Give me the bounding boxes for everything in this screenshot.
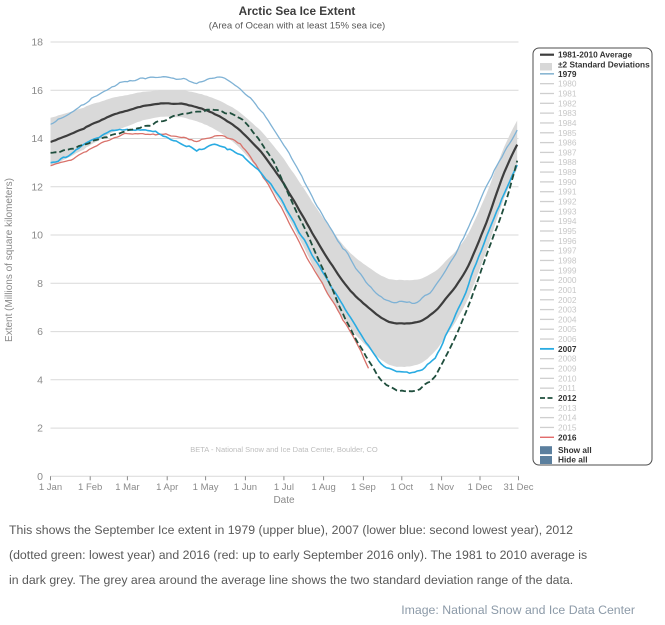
svg-text:1 Dec: 1 Dec	[468, 482, 493, 493]
svg-text:1 Jan: 1 Jan	[39, 482, 62, 493]
svg-text:1 Jul: 1 Jul	[274, 482, 294, 493]
svg-text:1984: 1984	[558, 118, 577, 128]
svg-text:18: 18	[31, 37, 43, 49]
svg-text:1 Nov: 1 Nov	[429, 482, 454, 493]
svg-text:1995: 1995	[558, 226, 577, 236]
svg-text:1983: 1983	[558, 108, 577, 118]
svg-text:1985: 1985	[558, 128, 577, 138]
svg-text:16: 16	[31, 85, 43, 97]
svg-text:31 Dec: 31 Dec	[503, 482, 533, 493]
svg-text:1997: 1997	[558, 246, 577, 256]
svg-text:2014: 2014	[558, 413, 577, 423]
svg-text:1994: 1994	[558, 216, 577, 226]
svg-text:2003: 2003	[558, 305, 577, 315]
svg-text:2000: 2000	[558, 275, 577, 285]
svg-text:1 May: 1 May	[193, 482, 219, 493]
svg-text:1 Feb: 1 Feb	[78, 482, 102, 493]
svg-text:2002: 2002	[558, 295, 577, 305]
svg-text:2010: 2010	[558, 373, 577, 383]
svg-text:BETA - National Snow and Ice D: BETA - National Snow and Ice Data Center…	[190, 445, 378, 454]
svg-text:1979: 1979	[558, 69, 577, 79]
svg-text:2015: 2015	[558, 422, 577, 432]
svg-text:1990: 1990	[558, 177, 577, 187]
svg-text:(Area of Ocean with at least 1: (Area of Ocean with at least 15% sea ice…	[209, 21, 386, 32]
svg-text:2008: 2008	[558, 354, 577, 364]
svg-text:2011: 2011	[558, 383, 576, 393]
svg-text:Extent (Millions of square kil: Extent (Millions of square kilometers)	[4, 178, 15, 342]
svg-text:1998: 1998	[558, 255, 577, 265]
svg-text:1992: 1992	[558, 197, 577, 207]
svg-text:1993: 1993	[558, 206, 577, 216]
svg-text:14: 14	[31, 133, 43, 145]
svg-text:0: 0	[37, 471, 43, 483]
svg-text:10: 10	[31, 230, 43, 242]
svg-text:2013: 2013	[558, 403, 577, 413]
svg-text:1 Mar: 1 Mar	[115, 482, 139, 493]
svg-text:Arctic Sea Ice Extent: Arctic Sea Ice Extent	[239, 4, 356, 18]
svg-text:8: 8	[37, 278, 43, 290]
svg-text:1999: 1999	[558, 265, 577, 275]
svg-text:1991: 1991	[558, 187, 577, 197]
svg-text:Date: Date	[273, 495, 295, 506]
svg-text:1988: 1988	[558, 157, 577, 167]
svg-text:This shows the September Ice e: This shows the September Ice extent in 1…	[9, 523, 573, 537]
svg-text:1981: 1981	[558, 88, 577, 98]
svg-text:Show all: Show all	[558, 445, 592, 455]
svg-text:1980: 1980	[558, 79, 577, 89]
svg-text:2007: 2007	[558, 344, 577, 354]
svg-text:2012: 2012	[558, 393, 577, 403]
svg-text:2005: 2005	[558, 324, 577, 334]
svg-text:1981-2010 Average: 1981-2010 Average	[558, 50, 632, 60]
svg-text:1 Sep: 1 Sep	[351, 482, 376, 493]
svg-text:2006: 2006	[558, 334, 577, 344]
svg-text:6: 6	[37, 326, 43, 338]
svg-text:1 Oct: 1 Oct	[390, 482, 413, 493]
svg-text:1996: 1996	[558, 236, 577, 246]
svg-text:4: 4	[37, 374, 43, 386]
svg-text:2009: 2009	[558, 364, 577, 374]
svg-text:2004: 2004	[558, 314, 577, 324]
svg-text:2001: 2001	[558, 285, 577, 295]
svg-text:2: 2	[37, 423, 43, 435]
svg-text:1986: 1986	[558, 138, 577, 148]
svg-text:Image: National Snow and Ice D: Image: National Snow and Ice Data Center	[401, 603, 635, 617]
svg-text:1 Apr: 1 Apr	[156, 482, 178, 493]
svg-text:(dotted green: lowest year) an: (dotted green: lowest year) and 2016 (re…	[9, 548, 587, 562]
svg-text:1982: 1982	[558, 98, 577, 108]
svg-text:in dark grey. The grey area ar: in dark grey. The grey area around the a…	[9, 573, 573, 587]
svg-text:12: 12	[31, 181, 43, 193]
svg-text:2016: 2016	[558, 432, 577, 442]
svg-text:Hide all: Hide all	[558, 455, 588, 465]
svg-text:1 Jun: 1 Jun	[234, 482, 257, 493]
svg-text:1989: 1989	[558, 167, 577, 177]
svg-text:1 Aug: 1 Aug	[311, 482, 335, 493]
svg-text:1987: 1987	[558, 147, 577, 157]
